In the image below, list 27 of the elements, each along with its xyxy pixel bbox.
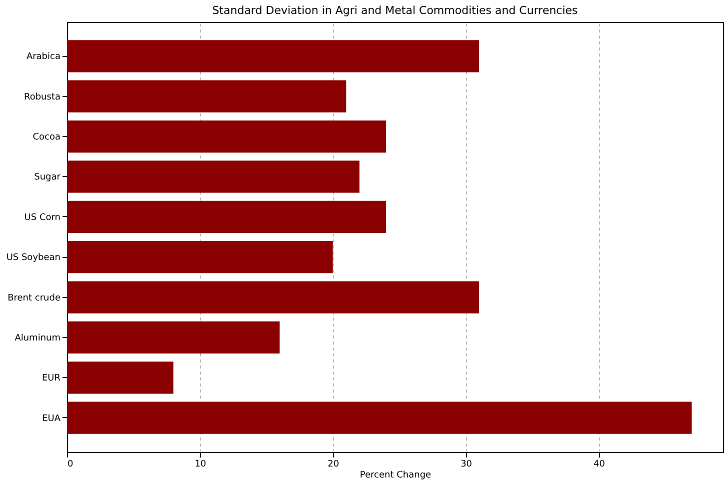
bar	[67, 80, 346, 112]
x-tick-label: 40	[593, 460, 606, 470]
chart-title: Standard Deviation in Agri and Metal Commodities and Currencies	[212, 4, 578, 17]
y-tick-label: Aluminum	[14, 333, 60, 344]
x-tick-label: 20	[328, 460, 340, 470]
bar	[67, 200, 386, 233]
bar	[67, 281, 480, 314]
y-tick-label: Arabica	[26, 52, 60, 62]
y-tick-label: US Soybean	[6, 253, 60, 264]
x-tick-label: 30	[460, 460, 472, 470]
y-tick-label: Robusta	[24, 92, 60, 102]
bar	[67, 402, 692, 434]
bar	[67, 362, 174, 394]
x-tick-label: 0	[68, 460, 74, 470]
x-axis-title: Percent Change	[360, 470, 432, 480]
bar	[67, 321, 280, 354]
x-tick-label: 10	[194, 460, 206, 470]
bar	[67, 40, 480, 72]
bar	[67, 160, 360, 193]
bar	[67, 120, 386, 153]
y-tick-label: Sugar	[34, 172, 61, 183]
bar	[67, 241, 333, 274]
y-tick-label: US Corn	[24, 212, 60, 223]
y-tick-label: EUA	[42, 414, 62, 424]
y-tick-label: Cocoa	[32, 132, 60, 143]
y-tick-label: Brent crude	[8, 293, 61, 304]
y-tick-label: EUR	[42, 374, 60, 384]
